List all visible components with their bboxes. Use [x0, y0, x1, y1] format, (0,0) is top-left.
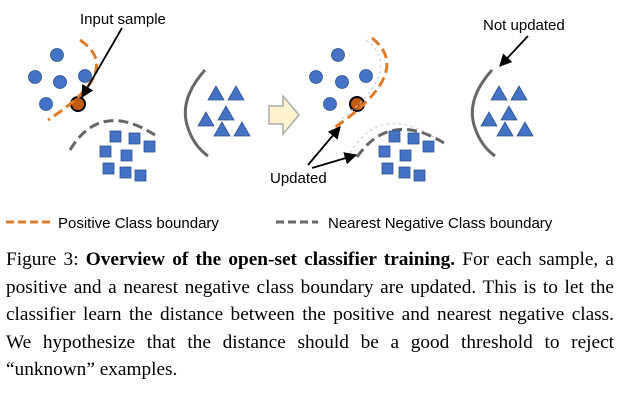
input-sample-label: Input sample: [80, 11, 166, 28]
class-square: [388, 130, 401, 143]
input-sample-pointer: [81, 27, 123, 99]
class-circle: [335, 75, 349, 89]
class-circle: [50, 48, 64, 62]
class-circle: [323, 97, 337, 111]
not-updated-pointer: [499, 35, 529, 67]
legend: Positive Class boundary Nearest Negative…: [6, 215, 553, 232]
class-square: [120, 149, 133, 162]
after-update-panel: Not updated Updated: [270, 17, 565, 187]
negative-class-squares: [378, 130, 435, 182]
third-class-boundary: [470, 68, 496, 158]
class-triangle: [510, 85, 528, 101]
class-triangle: [217, 105, 235, 121]
class-triangle: [233, 121, 251, 137]
third-class-boundary: [183, 68, 209, 158]
class-square: [134, 169, 147, 182]
before-update-panel: Input sample: [28, 11, 251, 182]
negative-class-boundary: [68, 119, 156, 151]
class-triangle: [227, 85, 245, 101]
positive-boundary-legend-label: Positive Class boundary: [58, 215, 219, 232]
class-square: [398, 166, 411, 179]
class-circle: [78, 69, 92, 83]
class-triangle: [480, 111, 498, 127]
class-circle: [331, 48, 345, 62]
class-square: [413, 169, 426, 182]
class-square: [399, 149, 412, 162]
class-triangle: [197, 111, 215, 127]
class-square: [102, 162, 115, 175]
class-triangle: [496, 121, 514, 137]
third-class-triangles: [197, 85, 251, 137]
class-square: [128, 132, 141, 145]
class-square: [407, 132, 420, 145]
input-sample-point: [349, 96, 365, 112]
class-circle: [359, 69, 373, 83]
class-triangle: [213, 121, 231, 137]
updated-label: Updated: [270, 170, 327, 187]
negative-class-squares: [99, 130, 156, 182]
class-triangle: [490, 85, 508, 101]
caption-title: Overview of the open-set classifier trai…: [85, 249, 456, 270]
class-square: [143, 140, 156, 153]
class-triangle: [207, 85, 225, 101]
updated-positive-boundary: [333, 36, 389, 130]
class-triangle: [516, 121, 534, 137]
updated-pointer-positive: [307, 126, 341, 166]
previous-positive-boundary: [337, 39, 382, 123]
input-sample-point: [70, 96, 86, 112]
class-square: [119, 166, 132, 179]
class-circle: [39, 97, 53, 111]
class-triangle: [500, 105, 518, 121]
class-circle: [309, 70, 323, 84]
updated-pointer-negative: [311, 152, 358, 169]
negative-boundary-legend-label: Nearest Negative Class boundary: [328, 215, 553, 232]
caption-label: Figure 3:: [6, 249, 79, 270]
third-class-triangles: [480, 85, 534, 137]
class-square: [381, 162, 394, 175]
updated-negative-boundary: [355, 128, 445, 158]
class-square: [378, 145, 391, 158]
positive-class-circles: [28, 48, 92, 111]
diagram: Input sample: [6, 11, 565, 232]
class-circle: [28, 70, 42, 84]
class-square: [109, 130, 122, 143]
not-updated-label: Not updated: [483, 17, 565, 34]
figure-caption: Figure 3: Overview of the open-set class…: [6, 246, 614, 384]
update-arrow: [268, 93, 300, 137]
caption-body: For each sample, a positive and a neares…: [6, 249, 614, 380]
positive-class-circles: [309, 48, 373, 111]
class-circle: [53, 75, 67, 89]
class-square: [99, 145, 112, 158]
class-square: [422, 140, 435, 153]
